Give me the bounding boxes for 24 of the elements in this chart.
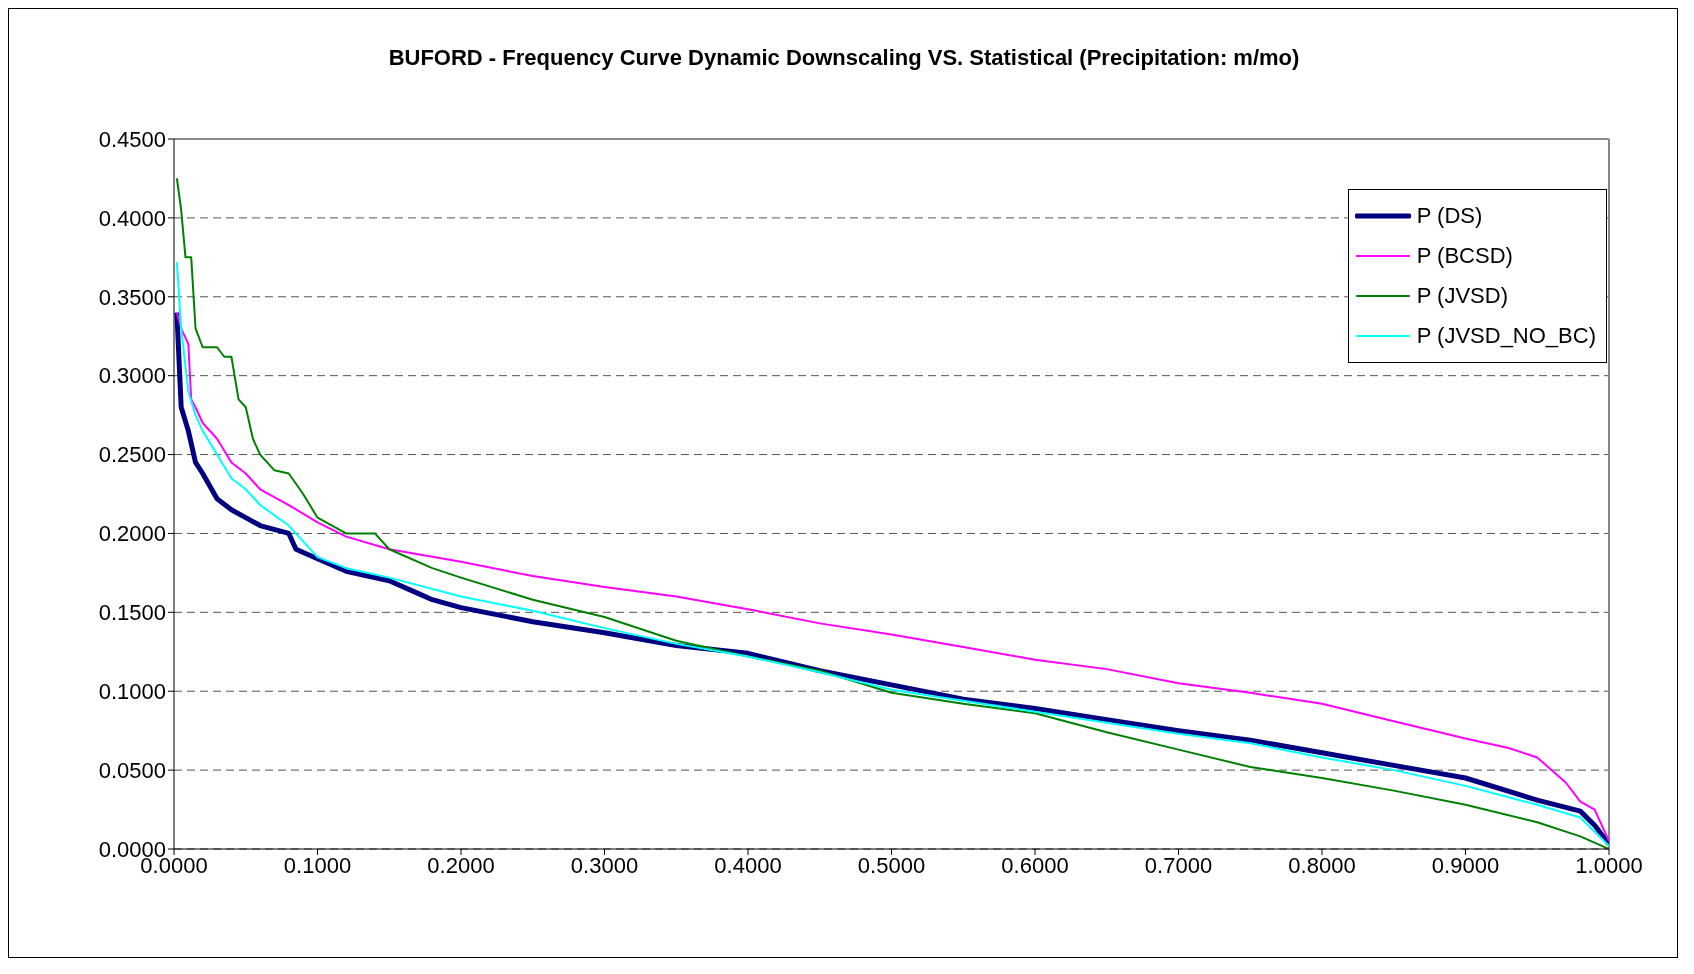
y-tick-label: 0.3500 xyxy=(98,284,166,310)
legend-label: P (DS) xyxy=(1416,202,1483,230)
legend-label: P (BCSD) xyxy=(1416,242,1513,270)
y-tick-label: 0.2000 xyxy=(98,521,166,547)
y-tick-label: 0.4000 xyxy=(98,205,166,231)
x-tick-label: 1.0000 xyxy=(1575,852,1643,878)
legend-label: P (JVSD) xyxy=(1416,282,1508,310)
x-tick-label: 0.5000 xyxy=(857,852,926,878)
x-tick-label: 0.7000 xyxy=(1144,852,1213,878)
x-tick-label: 0.4000 xyxy=(714,852,782,878)
x-tick-label: 0.6000 xyxy=(1001,852,1069,878)
y-tick-label: 0.1500 xyxy=(98,600,166,626)
legend-label: P (JVSD_NO_BC) xyxy=(1416,322,1596,350)
x-tick-label: 0.2000 xyxy=(427,852,495,878)
x-tick-label: 0.9000 xyxy=(1431,852,1500,878)
x-tick-label: 0.3000 xyxy=(570,852,639,878)
y-tick-label: 0.4500 xyxy=(98,126,166,152)
y-tick-label: 0.2500 xyxy=(98,442,166,468)
y-tick-label: 0.1000 xyxy=(98,679,166,705)
chart-title: BUFORD - Frequency Curve Dynamic Downscaling VS. Statistical (Precipitation: m/mo) xyxy=(387,45,1301,71)
y-tick-label: 0.3000 xyxy=(98,363,166,389)
x-tick-label: 0.1000 xyxy=(283,852,352,878)
y-tick-label: 0.0500 xyxy=(98,757,166,783)
x-tick-label: 0.8000 xyxy=(1288,852,1356,878)
